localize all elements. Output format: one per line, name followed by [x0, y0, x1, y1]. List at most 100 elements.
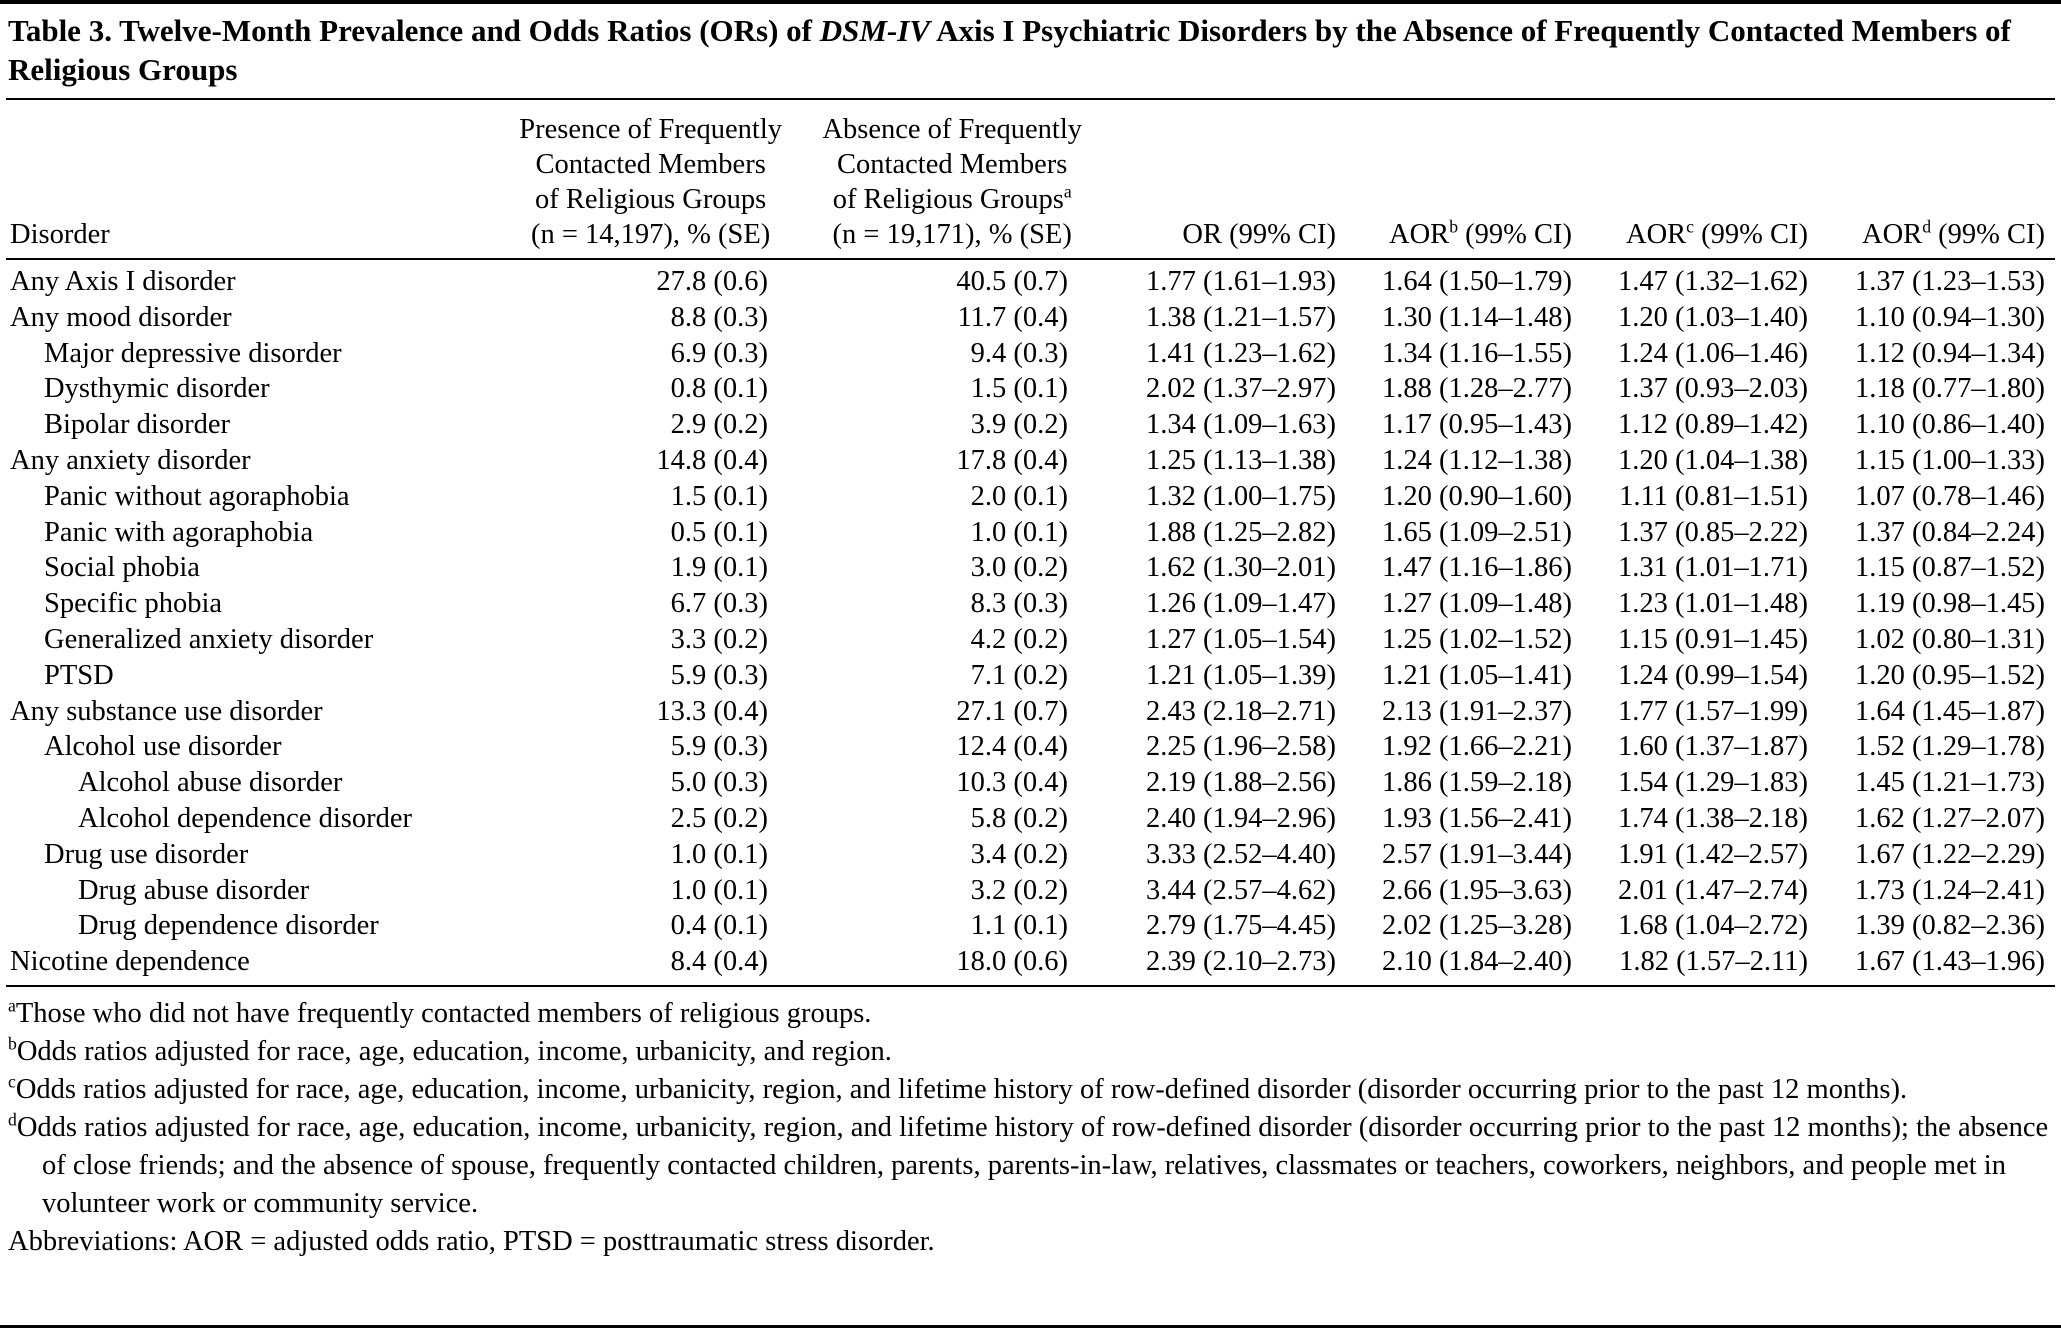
cell-or: 1.88 (1.25–2.82) — [1146, 516, 1336, 548]
col-header-aor-b: AORb (99% CI) — [1346, 100, 1582, 260]
cell-presence: 5.0 (0.3) — [670, 767, 768, 799]
cell-or: 1.62 (1.30–2.01) — [1146, 552, 1336, 584]
absence-header-line: Contacted Members — [837, 149, 1068, 180]
cell-aor-b: 1.34 (1.16–1.55) — [1382, 337, 1572, 369]
table-row: Alcohol dependence disorder 2.5 (0.2) 5.8 … — [6, 801, 2055, 837]
cell-or: 2.39 (2.10–2.73) — [1146, 946, 1336, 978]
cell-aor-b: 2.13 (1.91–2.37) — [1382, 695, 1572, 727]
cell-or: 2.79 (1.75–4.45) — [1146, 910, 1336, 942]
absence-header-line: (n = 19,171), % (SE) — [832, 219, 1072, 250]
cell-aor-d: 1.64 (1.45–1.87) — [1855, 695, 2045, 727]
table-row: Any Axis I disorder 27.8 (0.6) 40.5 (0.7) 1… — [6, 259, 2055, 300]
cell-disorder: Panic without agoraphobia — [44, 480, 350, 512]
cell-or: 1.21 (1.05–1.39) — [1146, 659, 1336, 691]
cell-aor-d: 1.73 (1.24–2.41) — [1855, 874, 2045, 906]
cell-aor-c: 1.68 (1.04–2.72) — [1618, 910, 1808, 942]
cell-presence: 8.8 (0.3) — [670, 301, 768, 333]
cell-presence: 13.3 (0.4) — [656, 695, 768, 727]
cell-aor-b: 1.21 (1.05–1.41) — [1382, 659, 1572, 691]
cell-aor-c: 1.60 (1.37–1.87) — [1618, 731, 1808, 763]
cell-aor-c: 1.91 (1.42–2.57) — [1618, 838, 1808, 870]
cell-absence: 2.0 (0.1) — [970, 480, 1068, 512]
prevalence-odds-table: Disorder Presence of Frequently Contacte… — [6, 100, 2055, 987]
cell-aor-d: 1.37 (1.23–1.53) — [1855, 266, 2045, 297]
cell-presence: 5.9 (0.3) — [670, 731, 768, 763]
cell-aor-c: 1.24 (1.06–1.46) — [1618, 337, 1808, 369]
footnote-text: Odds ratios adjusted for race, age, educ… — [15, 1073, 1908, 1105]
cell-absence: 5.8 (0.2) — [970, 802, 1068, 834]
footnote: dOdds ratios adjusted for race, age, edu… — [8, 1109, 2053, 1223]
footnote-text: Odds ratios adjusted for race, age, educ… — [16, 1111, 2049, 1219]
cell-absence: 9.4 (0.3) — [970, 337, 1068, 369]
footnote-ref-a: a — [1063, 181, 1072, 202]
col-header-disorder: Disorder — [6, 100, 492, 260]
cell-or: 1.41 (1.23–1.62) — [1146, 337, 1336, 369]
cell-aor-d: 1.15 (0.87–1.52) — [1855, 552, 2045, 584]
footnote: Abbreviations: AOR = adjusted odds ratio… — [8, 1223, 2053, 1261]
cell-presence: 8.4 (0.4) — [670, 946, 768, 978]
footnote-marker: c — [8, 1071, 16, 1092]
footnote-text: Abbreviations: AOR = adjusted odds ratio… — [8, 1225, 935, 1257]
cell-presence: 1.0 (0.1) — [670, 874, 768, 906]
cell-presence: 1.9 (0.1) — [670, 552, 768, 584]
footnote: aThose who did not have frequently conta… — [8, 995, 2053, 1033]
footnote-text: Those who did not have frequently contac… — [15, 997, 872, 1029]
cell-disorder: Nicotine dependence — [10, 946, 250, 978]
col-header-or: OR (99% CI) — [1094, 100, 1346, 260]
cell-aor-c: 1.31 (1.01–1.71) — [1618, 552, 1808, 584]
cell-aor-d: 1.02 (0.80–1.31) — [1855, 623, 2045, 655]
cell-presence: 14.8 (0.4) — [656, 444, 768, 476]
cell-aor-d: 1.10 (0.94–1.30) — [1855, 301, 2045, 333]
absence-header-stack: Absence of Frequently Contacted Members … — [822, 112, 1082, 252]
cell-presence: 27.8 (0.6) — [656, 266, 768, 297]
table-row: Social phobia 1.9 (0.1) 3.0 (0.2) 1.62 (1.3… — [6, 550, 2055, 586]
or-header-label: OR (99% CI) — [1182, 219, 1336, 250]
cell-aor-d: 1.07 (0.78–1.46) — [1855, 480, 2045, 512]
cell-aor-b: 1.25 (1.02–1.52) — [1382, 623, 1572, 655]
cell-disorder: Any mood disorder — [10, 301, 232, 333]
cell-disorder: Major depressive disorder — [44, 337, 342, 369]
footnote-text: Odds ratios adjusted for race, age, educ… — [16, 1035, 892, 1067]
cell-absence: 17.8 (0.4) — [956, 444, 1068, 476]
cell-presence: 1.5 (0.1) — [670, 480, 768, 512]
cell-disorder: PTSD — [44, 659, 114, 691]
table-row: Drug abuse disorder 1.0 (0.1) 3.2 (0.2) 3.4… — [6, 873, 2055, 909]
cell-aor-b: 1.20 (0.90–1.60) — [1382, 480, 1572, 512]
footnote-ref-c: c — [1686, 216, 1695, 237]
col-header-aor-c: AORc (99% CI) — [1582, 100, 1818, 260]
presence-header-line: (n = 14,197), % (SE) — [530, 219, 771, 250]
table-row: Panic with agoraphobia 0.5 (0.1) 1.0 (0.1)… — [6, 515, 2055, 551]
cell-aor-d: 1.15 (1.00–1.33) — [1855, 444, 2045, 476]
cell-or: 2.19 (1.88–2.56) — [1146, 767, 1336, 799]
cell-aor-c: 1.74 (1.38–2.18) — [1618, 802, 1808, 834]
cell-aor-d: 1.37 (0.84–2.24) — [1855, 516, 2045, 548]
cell-aor-b: 1.65 (1.09–2.51) — [1382, 516, 1572, 548]
table-row: Nicotine dependence 8.4 (0.4) 18.0 (0.6) 2.… — [6, 944, 2055, 986]
table-row: Drug use disorder 1.0 (0.1) 3.4 (0.2) 3.33 … — [6, 837, 2055, 873]
cell-absence: 18.0 (0.6) — [956, 946, 1068, 978]
presence-header-stack: Presence of Frequently Contacted Members… — [519, 112, 782, 252]
cell-or: 1.77 (1.61–1.93) — [1146, 266, 1336, 297]
cell-aor-b: 1.30 (1.14–1.48) — [1382, 301, 1572, 333]
cell-disorder: Any Axis I disorder — [10, 266, 236, 297]
footnote-ref-b: b — [1449, 216, 1459, 237]
cell-disorder: Any anxiety disorder — [10, 444, 251, 476]
footnote-marker: b — [8, 1033, 17, 1054]
cell-or: 2.40 (1.94–2.96) — [1146, 802, 1336, 834]
cell-absence: 1.0 (0.1) — [970, 516, 1068, 548]
table-row: Alcohol abuse disorder 5.0 (0.3) 10.3 (0.4… — [6, 765, 2055, 801]
cell-or: 1.38 (1.21–1.57) — [1146, 301, 1336, 333]
absence-header-line: of Religious Groupsa — [832, 181, 1072, 215]
cell-disorder: Alcohol abuse disorder — [78, 767, 343, 799]
cell-aor-c: 1.47 (1.32–1.62) — [1618, 266, 1808, 297]
table-row: Any mood disorder 8.8 (0.3) 11.7 (0.4) 1.38… — [6, 300, 2055, 336]
cell-or: 1.34 (1.09–1.63) — [1146, 409, 1336, 441]
col-header-aor-d: AORd (99% CI) — [1818, 100, 2055, 260]
cell-presence: 5.9 (0.3) — [670, 659, 768, 691]
cell-aor-c: 1.20 (1.04–1.38) — [1618, 444, 1808, 476]
table-row: Alcohol use disorder 5.9 (0.3) 12.4 (0.4) 2… — [6, 729, 2055, 765]
cell-or: 2.43 (2.18–2.71) — [1146, 695, 1336, 727]
cell-disorder: Alcohol dependence disorder — [78, 802, 412, 834]
cell-aor-c: 1.37 (0.85–2.22) — [1618, 516, 1808, 548]
presence-header-line: Contacted Members — [535, 149, 766, 180]
